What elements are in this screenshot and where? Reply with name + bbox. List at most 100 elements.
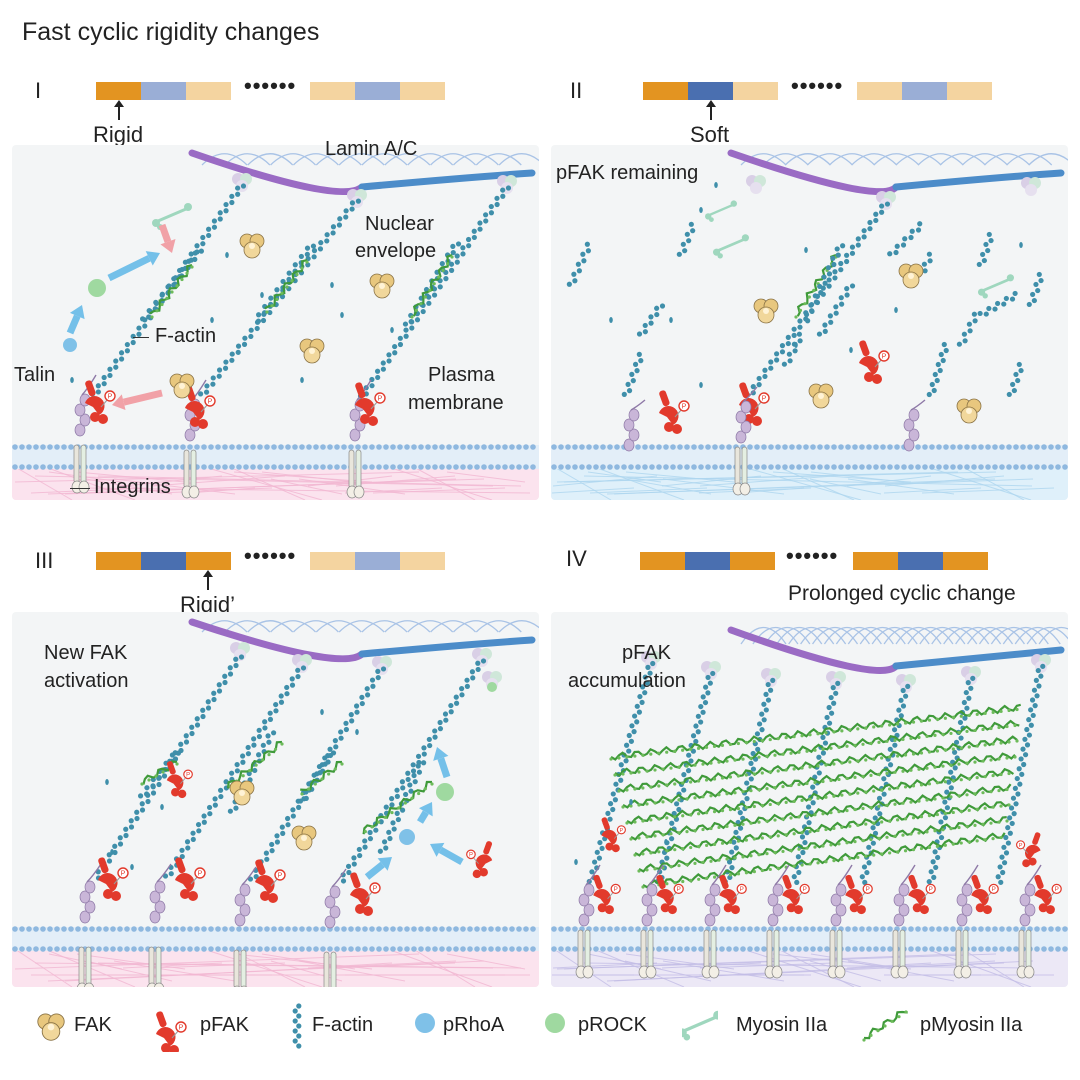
segment-rigid-faded (400, 82, 445, 100)
legend-label-pfak: pFAK (200, 1014, 249, 1036)
panel-numeral-iii: III (35, 548, 54, 573)
note-prolonged: Prolonged cyclic change (788, 582, 1016, 605)
segment-rigid-faded (733, 82, 778, 100)
integrin-protein (346, 449, 365, 499)
fak-protein (369, 273, 395, 299)
segment-soft (685, 552, 730, 570)
talin-protein (149, 863, 172, 924)
pfak-protein: P (350, 872, 381, 916)
panel-iii-drawing: P P P P P P (12, 618, 539, 987)
f-actin-filament (722, 677, 776, 885)
nuclear-envelope (727, 149, 1068, 196)
pmyosin-iia-fiber (613, 719, 1020, 777)
pmyosin-iia-fiber (617, 735, 1019, 793)
pfak-protein: P (1034, 874, 1062, 915)
panel-i-drawing: PP P (12, 149, 539, 500)
prhoa-icon (415, 1013, 435, 1033)
integrin-protein (1016, 929, 1035, 979)
segment-soft (688, 82, 733, 100)
pmyosin-iia-fiber (362, 780, 434, 835)
note-activation: activation (44, 670, 129, 692)
phospho-label: P (108, 394, 113, 401)
plasma-membrane (12, 444, 539, 470)
g-actin-monomers (70, 252, 394, 383)
phospho-label: P (620, 828, 624, 834)
label-envelope: envelope (355, 240, 437, 262)
pfak-protein: P (185, 385, 216, 429)
myosin-iia (682, 1010, 718, 1041)
phospho-label: P (378, 396, 383, 403)
note-new-fak: New FAK (44, 642, 128, 664)
talin-protein (641, 864, 664, 927)
fak-protein (37, 1013, 65, 1041)
stiffness-bar-iii-left (96, 552, 231, 570)
linc-complex (701, 661, 721, 680)
segment-rigid (640, 552, 685, 570)
pfak-protein: P (1016, 832, 1041, 868)
label-integrins: Integrins (94, 476, 171, 498)
phospho-label: P (186, 772, 190, 778)
fak-protein (239, 233, 265, 259)
f-actin-filament (566, 241, 591, 287)
linc-complex (497, 175, 517, 194)
integrin-protein (233, 949, 248, 987)
f-actin-filament (977, 290, 1018, 317)
linc-complex (472, 648, 492, 667)
phospho-label: P (677, 886, 681, 893)
talin-protein (767, 864, 790, 927)
phospho-label: P (740, 886, 744, 893)
linc-complex (761, 668, 781, 687)
pfak-protein: P (859, 340, 890, 384)
prhoa-protein (63, 338, 77, 352)
f-actin-filament (816, 283, 856, 337)
pfak-protein: P (601, 817, 626, 853)
pmyosin-iia-fiber (621, 752, 1017, 809)
pfak-protein: P (656, 874, 684, 915)
segment-soft (898, 552, 943, 570)
integrin-protein (181, 449, 200, 499)
myosin-iia-icon (682, 1010, 718, 1041)
pfak-protein: P (98, 857, 129, 901)
signal-arrow (66, 305, 85, 335)
fak-protein (291, 825, 317, 851)
segment-rigid-faded (400, 552, 445, 570)
panel-ii-scene: P P P (551, 145, 1068, 500)
segment-soft-faded (355, 552, 400, 570)
integrin-protein (701, 929, 720, 979)
pfak-protein: P (175, 857, 206, 901)
phospho-label: P (179, 1025, 184, 1032)
talin-protein (956, 864, 979, 927)
pfak-protein: P (255, 859, 286, 903)
f-actin-filament (916, 251, 933, 277)
phospho-label: P (992, 886, 996, 893)
f-actin-filament (197, 198, 362, 397)
signal-arrow (364, 857, 392, 880)
myosin-iia (705, 200, 737, 222)
ellipsis-dots: •••••• (244, 73, 297, 98)
fak-icon (37, 1013, 65, 1041)
f-actin-filament (926, 675, 976, 885)
label-lamin: Lamin A/C (325, 138, 418, 160)
f-actin-filament (621, 351, 644, 397)
phospho-label: P (682, 404, 687, 411)
pfak-protein: P (156, 1011, 187, 1052)
phospho-label: P (866, 886, 870, 893)
f-actin-filament (297, 750, 337, 804)
linc-complex (372, 656, 392, 675)
f-actin-filament (636, 303, 666, 337)
talin-protein (234, 866, 257, 927)
segment-rigid (96, 552, 141, 570)
fak-protein (169, 373, 195, 399)
pointer-arrow (203, 570, 213, 590)
legend-label-pmyosin-iia: pMyosin IIa (920, 1014, 1023, 1036)
pfak-protein: P (659, 390, 690, 434)
pointer-line (70, 488, 90, 489)
plasma-membrane (551, 444, 1068, 470)
linc-complex (896, 674, 916, 693)
label-f-actin: F-actin (155, 325, 217, 347)
pfak-protein: P (166, 761, 193, 799)
label-talin: Talin (14, 364, 56, 386)
segment-rigid-faded (857, 82, 902, 100)
phospho-label: P (121, 871, 126, 878)
